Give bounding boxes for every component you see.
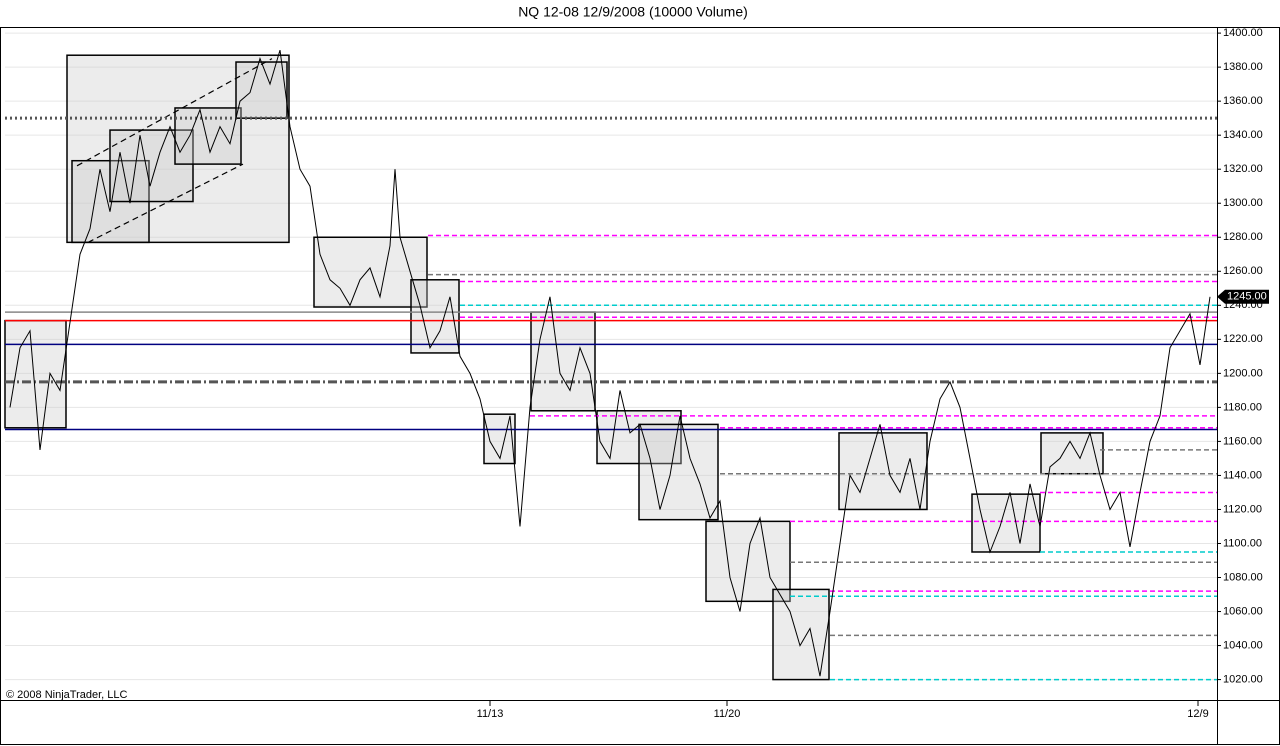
y-tick-label: 1140.00	[1223, 469, 1262, 481]
y-tick-label: 1340.00	[1223, 129, 1263, 141]
last-price-label: 1245.00	[1227, 291, 1267, 303]
y-tick-label: 1220.00	[1223, 333, 1263, 345]
y-tick-label: 1040.00	[1223, 639, 1263, 651]
range-box	[410, 279, 460, 354]
y-tick-label: 1120.00	[1223, 503, 1262, 515]
trendline	[87, 163, 244, 243]
range-box	[313, 236, 428, 308]
y-tick-label: 1100.00	[1223, 537, 1262, 549]
range-box	[530, 311, 596, 412]
chart-title: NQ 12-08 12/9/2008 (10000 Volume)	[518, 4, 748, 20]
y-tick-label: 1400.00	[1223, 27, 1263, 39]
range-box	[109, 129, 194, 203]
x-tick-label: 11/13	[477, 708, 504, 720]
range-box	[235, 61, 288, 119]
y-tick-label: 1260.00	[1223, 265, 1263, 277]
last-price-box	[1217, 289, 1269, 304]
y-tick-label: 1060.00	[1223, 605, 1263, 617]
x-tick-label: 11/20	[714, 708, 741, 720]
y-tick-label: 1380.00	[1223, 61, 1263, 73]
range-box	[4, 319, 67, 429]
range-box	[838, 432, 928, 511]
y-tick-label: 1280.00	[1223, 231, 1263, 243]
price-line	[9, 49, 1211, 677]
y-tick-label: 1320.00	[1223, 163, 1263, 175]
range-box	[772, 588, 830, 681]
plot-area	[4, 32, 1217, 681]
trendline	[76, 58, 273, 167]
range-box	[174, 107, 242, 165]
y-tick-label: 1200.00	[1223, 367, 1263, 379]
y-tick-label: 1020.00	[1223, 673, 1263, 685]
y-tick-label: 1360.00	[1223, 95, 1263, 107]
range-box	[1040, 432, 1104, 475]
y-tick-label: 1160.00	[1223, 435, 1262, 447]
x-tick-label: 12/9	[1187, 708, 1208, 720]
y-tick-label: 1180.00	[1223, 401, 1262, 413]
y-tick-label: 1080.00	[1223, 571, 1263, 583]
copyright: © 2008 NinjaTrader, LLC	[6, 689, 127, 701]
y-tick-label: 1300.00	[1223, 197, 1263, 209]
range-box	[971, 493, 1041, 553]
